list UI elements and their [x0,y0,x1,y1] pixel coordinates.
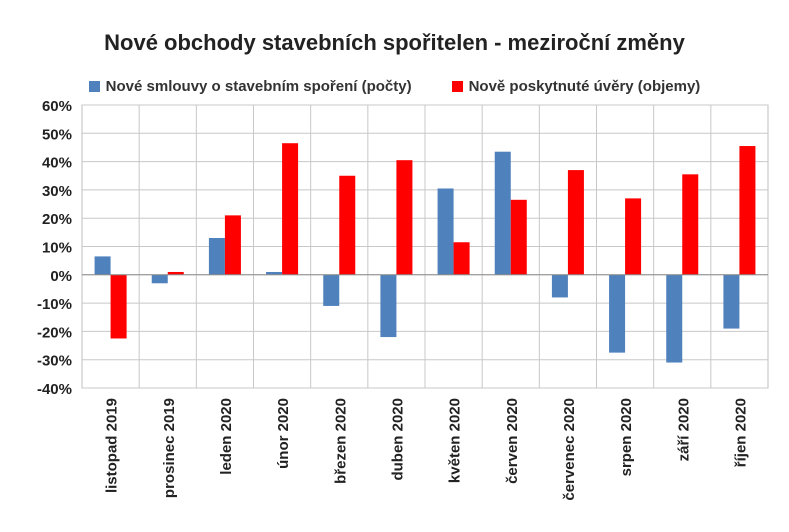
bar-series-2 [396,160,413,275]
x-tick-label: září 2020 [675,398,692,461]
bar-series-1 [437,188,454,275]
y-tick-label: 20% [42,211,72,228]
bar-series-2 [110,274,127,339]
bar-series-2 [739,146,756,275]
x-tick-label: srpen 2020 [618,398,635,476]
bar-series-2 [567,170,584,275]
chart-title: Nové obchody stavebních spořitelen - mez… [104,30,685,55]
bar-series-2 [682,174,699,275]
bar-series-1 [94,256,111,275]
y-tick-label: 50% [42,126,72,143]
bar-series-2 [339,175,356,275]
bar-series-2 [167,271,184,275]
legend-swatch-series-1 [88,81,100,92]
x-tick-label: prosinec 2019 [161,398,178,498]
x-tick-label: březen 2020 [332,398,349,484]
x-tick-label: červen 2020 [504,398,521,484]
bar-series-1 [494,151,511,275]
y-tick-label: -30% [37,353,72,370]
bar-series-1 [151,274,168,284]
y-tick-label: 40% [42,155,72,172]
x-tick-label: leden 2020 [218,398,235,475]
bar-series-1 [266,271,283,275]
bar-series-1 [666,274,683,363]
x-tick-label: květen 2020 [447,398,464,483]
y-tick-label: 0% [50,268,72,285]
bar-series-2 [453,242,470,275]
x-tick-label: červenec 2020 [561,398,578,501]
legend-swatch-series-2 [451,81,463,92]
bar-series-1 [380,274,397,338]
bar-series-2 [510,199,527,275]
bars [94,143,756,363]
bar-series-2 [224,215,241,275]
bar-series-1 [551,274,568,298]
x-tick-label: duben 2020 [389,398,406,481]
legend-label-series-1: Nové smlouvy o stavebním spoření (počty) [105,78,412,95]
y-tick-label: -40% [37,381,72,398]
bar-series-1 [723,274,740,329]
y-tick-label: -20% [37,324,72,341]
y-tick-label: 10% [42,240,72,257]
legend-item-series-1: Nové smlouvy o stavebním spoření (počty) [88,78,412,95]
axes: -40% -30% -20% -10% 0% 10% 20% 30% 40% 50% 60% list… [37,98,768,501]
bar-series-2 [625,198,642,275]
x-tick-label: listopad 2019 [104,398,121,493]
bar-series-1 [208,238,225,275]
y-tick-label: -10% [37,296,72,313]
legend-item-series-2: Nově poskytnuté úvěry (objemy) [451,78,701,95]
bar-series-1 [323,274,340,306]
y-tick-label: 30% [42,183,72,200]
x-tick-label: říjen 2020 [732,398,749,467]
legend: Nové smlouvy o stavebním spoření (počty)… [0,78,789,95]
bar-series-1 [609,274,626,353]
x-tick-label: únor 2020 [275,398,292,469]
bar-series-2 [282,143,299,275]
gridlines [81,104,769,389]
legend-label-series-2: Nově poskytnuté úvěry (objemy) [468,78,701,95]
y-tick-label: 60% [42,98,72,115]
